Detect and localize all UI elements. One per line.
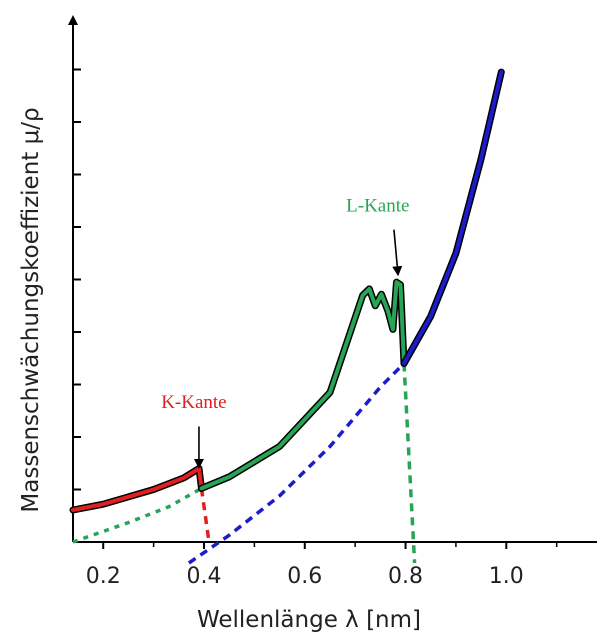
below-K-line [71,466,204,512]
extrapolations [72,362,417,565]
axes [68,15,597,543]
x-tick-label: 0.4 [187,564,222,589]
l-kante-label: L-Kante [346,195,409,216]
curves [69,68,505,514]
above-L-line [402,70,504,366]
blue-extrapolation-line [187,362,406,565]
x-axis-label: Wellenlänge λ [nm] [197,607,421,633]
x-tick-label: 0.8 [388,564,423,589]
l-kante-arrow [392,229,403,277]
L-edge-drop-line [402,363,417,564]
x-tick-label: 1.0 [489,564,524,589]
below-K-outline [69,465,205,514]
x-tick-label: 0.2 [86,564,121,589]
ticks: 0.2 0.4 0.6 0.8 1.0 [73,68,558,589]
K-edge-drop-line [199,488,211,543]
y-axis-label: Massenschwächungskoeffizient μ/ρ [18,107,44,512]
k-kante-label: K-Kante [161,392,226,413]
x-tick-label: 0.6 [287,564,322,589]
green-extrapolation-line [72,486,203,544]
K-to-L-outline [198,278,408,492]
annotations: K-Kante L-Kante [161,195,409,469]
K-to-L-line [199,280,406,491]
above-L-outline [400,68,505,367]
